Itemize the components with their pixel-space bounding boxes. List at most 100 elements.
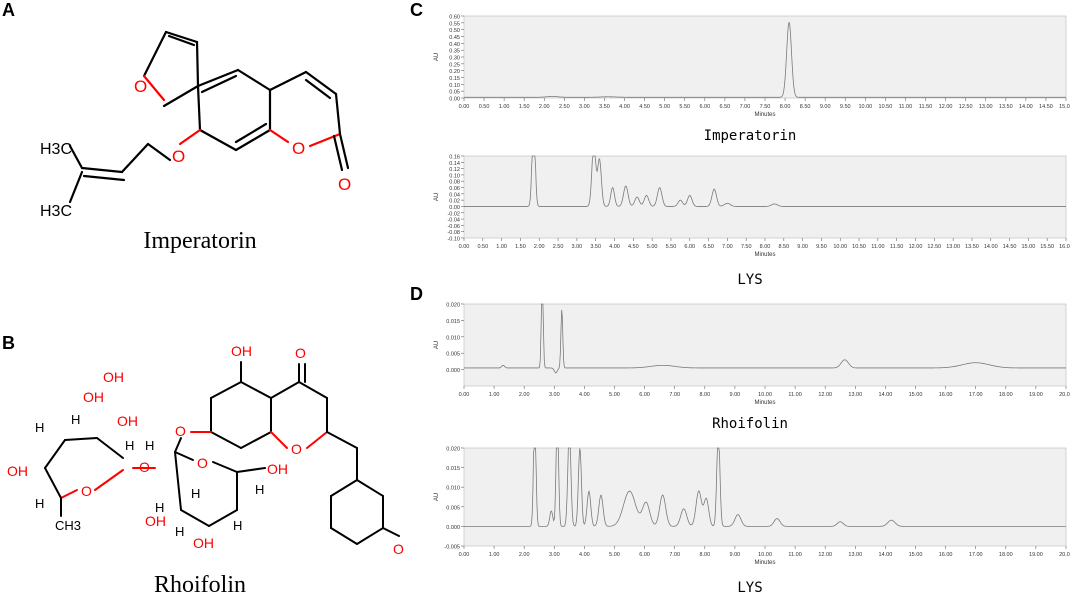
x-tick-label: 10.00 (758, 552, 772, 558)
x-tick-label: 15.00 (1059, 104, 1070, 110)
y-tick-label: 0.010 (446, 486, 460, 492)
x-tick-label: 14.50 (1003, 244, 1017, 250)
y-tick-label: 0.50 (449, 28, 460, 34)
y-tick-label: -0.08 (447, 230, 460, 236)
x-tick-label: 16.00 (939, 392, 953, 398)
hydroxyl-label: OH (103, 369, 124, 385)
flavone-carbonyl-oxygen: O (295, 345, 306, 361)
lactone-oxygen: O (292, 139, 305, 158)
x-tick-label: 15.00 (1021, 244, 1035, 250)
plot-area (463, 447, 1067, 547)
x-tick-label: 2.50 (553, 244, 564, 250)
x-tick-label: 5.00 (609, 392, 620, 398)
y-tick-label: 0.16 (449, 155, 460, 161)
x-tick-label: 14.50 (1039, 104, 1053, 110)
x-tick-label: 18.00 (999, 552, 1013, 558)
y-tick-label: 0.015 (446, 466, 460, 472)
x-tick-label: 14.00 (1019, 104, 1033, 110)
carbonyl-oxygen: O (338, 175, 351, 194)
y-axis-label: AU (434, 493, 440, 501)
x-tick-label: 5.00 (647, 244, 658, 250)
y-tick-label: 0.000 (446, 525, 460, 531)
x-axis-label: Minutes (754, 112, 775, 118)
y-tick-label: 0.45 (449, 35, 460, 41)
x-tick-label: 12.00 (909, 244, 923, 250)
hydroxyl-label: OH (117, 413, 138, 429)
hydrogen-label: H (125, 438, 134, 453)
hydrogen-label: H (191, 486, 200, 501)
x-tick-label: 12.00 (818, 552, 832, 558)
y-tick-label: 0.02 (449, 199, 460, 205)
x-tick-label: 18.00 (999, 392, 1013, 398)
chromatogram-lys-c: -0.10-0.08-0.06-0.04-0.020.000.020.040.0… (430, 154, 1070, 258)
x-tick-label: 12.50 (927, 244, 941, 250)
x-tick-label: 0.00 (459, 552, 470, 558)
x-tick-label: 15.00 (909, 392, 923, 398)
chromatogram-trace (464, 22, 1066, 98)
y-tick-label: 0.15 (449, 76, 460, 82)
x-tick-label: 14.00 (984, 244, 998, 250)
x-tick-label: 9.50 (816, 244, 827, 250)
y-tick-label: -0.005 (444, 545, 460, 551)
x-tick-label: 12.50 (959, 104, 973, 110)
hydrogen-label: H (35, 496, 44, 511)
x-tick-label: 8.50 (800, 104, 811, 110)
methyl-label-top: H3C (40, 141, 72, 158)
hydrogen-label: H (71, 412, 80, 427)
hydroxyl-label: OH (193, 535, 214, 551)
y-tick-label: 0.000 (446, 368, 460, 374)
hydrogen-label: H (175, 524, 184, 539)
plot-area (463, 155, 1067, 239)
y-tick-label: 0.020 (446, 303, 460, 309)
x-axis-label: Minutes (754, 252, 775, 258)
y-tick-label: 0.010 (446, 335, 460, 341)
x-tick-label: 8.00 (760, 244, 771, 250)
hydroxyl-label: OH (7, 463, 28, 479)
panel-label-d: D (410, 284, 423, 304)
x-tick-label: 7.00 (669, 552, 680, 558)
x-tick-label: 10.00 (758, 392, 772, 398)
x-tick-label: 4.50 (628, 244, 639, 250)
y-tick-label: 0.30 (449, 56, 460, 62)
caption-rhoifolin-standard: Rhoifolin (712, 416, 788, 432)
y-tick-label: 0.20 (449, 69, 460, 75)
y-tick-label: -0.04 (447, 218, 460, 224)
x-tick-label: 3.50 (599, 104, 610, 110)
y-tick-label: 0.10 (449, 83, 460, 89)
x-tick-label: 0.00 (459, 104, 470, 110)
x-tick-label: 1.50 (515, 244, 526, 250)
x-tick-label: 2.00 (519, 552, 530, 558)
x-tick-label: 8.00 (699, 392, 710, 398)
x-tick-label: 3.00 (549, 392, 560, 398)
x-tick-label: 0.50 (477, 244, 488, 250)
x-tick-label: 6.50 (720, 104, 731, 110)
x-tick-label: 13.00 (979, 104, 993, 110)
x-tick-label: 3.00 (579, 104, 590, 110)
x-tick-label: 11.00 (899, 104, 912, 110)
x-tick-label: 7.00 (722, 244, 733, 250)
x-tick-label: 12.00 (939, 104, 953, 110)
x-tick-label: 2.00 (539, 104, 550, 110)
phenol-hydroxyl: OH (393, 541, 405, 557)
y-tick-label: 0.00 (449, 205, 460, 211)
y-tick-label: 0.08 (449, 180, 460, 186)
imperatorin-structure: O O O O H3C H3C (40, 30, 351, 220)
x-tick-label: 6.00 (639, 392, 650, 398)
hydrogen-label: H (145, 438, 154, 453)
x-tick-label: 10.50 (879, 104, 893, 110)
x-tick-label: 6.50 (703, 244, 714, 250)
hydrogen-label: H (255, 482, 264, 497)
flavone-ring-oxygen: O (291, 441, 302, 457)
x-tick-label: 19.00 (1029, 552, 1043, 558)
caption-imperatorin-standard: Imperatorin (703, 128, 797, 144)
furan-oxygen: O (134, 77, 147, 96)
x-tick-label: 14.00 (879, 392, 893, 398)
x-tick-label: 6.00 (684, 244, 695, 250)
x-tick-label: 9.00 (820, 104, 831, 110)
x-tick-label: 2.00 (534, 244, 545, 250)
rhoifolin-structure: OH O O O O O O OH OH OH OH OH OH OH OH H… (7, 343, 405, 557)
x-tick-label: 6.00 (639, 552, 650, 558)
x-tick-label: 3.00 (549, 552, 560, 558)
x-tick-label: 9.50 (840, 104, 851, 110)
y-tick-label: 0.015 (446, 319, 460, 325)
